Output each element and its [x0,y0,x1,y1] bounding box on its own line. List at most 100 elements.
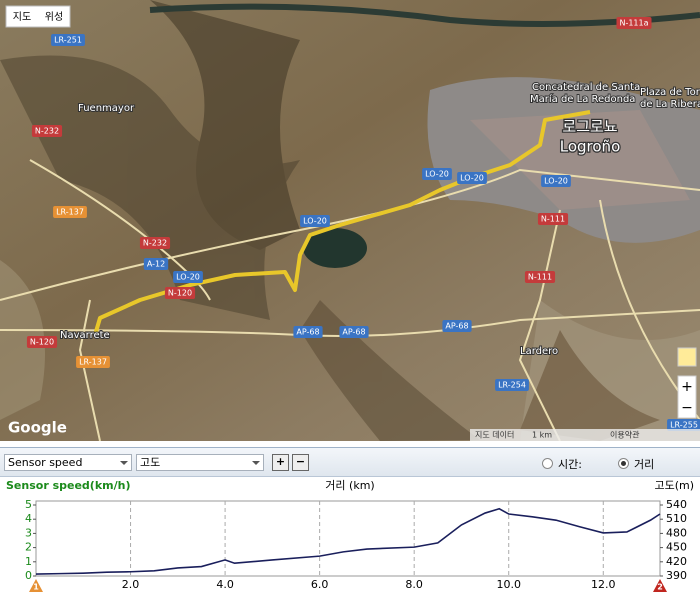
road-shield [293,326,323,338]
y2-axis-label: 고도(m) [654,479,694,492]
x-tick-label: 4.0 [216,578,234,591]
footer-bar [470,429,700,441]
route-marker [29,579,43,592]
road-shield [26,336,58,348]
road-shield [300,215,330,227]
x-axis-label: 거리 (km) [325,479,374,492]
x-tick-label: 6.0 [311,578,329,591]
road-shield [616,17,652,29]
y2-tick-label: 420 [666,555,687,568]
chart: Sensor speed(km/h) 거리 (km) 고도(m) 0123453… [6,479,694,592]
road-shield [76,356,110,368]
road-label: LR-137 [56,208,84,217]
y-axis-label: Sensor speed(km/h) [6,479,130,492]
road-shield [143,258,169,270]
radio-time[interactable]: 시간: [542,456,582,472]
road-label: AP-68 [445,322,468,331]
zoom-in[interactable]: + [681,379,693,395]
x-tick-label: 8.0 [405,578,423,591]
road-shield [667,419,700,431]
pegman[interactable] [677,347,697,367]
road-label: N-111 [541,215,565,224]
map-type-control [5,5,71,28]
y-tick-label: 0 [25,569,32,582]
attribution: Google [8,419,67,437]
road-label: N-111a [619,19,648,28]
road-label: LO-20 [303,217,327,226]
route-marker [653,579,667,592]
scale: 1 km [532,431,552,440]
lake [303,228,367,268]
y-tick-label: 1 [25,555,32,568]
road-shield [51,34,85,46]
select[interactable]: Sensor speed [4,454,132,471]
x-tick-label: 12.0 [591,578,616,591]
place-label: Navarrete [60,330,110,341]
city-label: Logroño [560,138,621,156]
road-label: LR-255 [670,421,698,430]
map-button[interactable]: 위성 [45,10,63,23]
place-label: Lardero [520,346,558,357]
road-label: AP-68 [342,328,365,337]
road-shield [422,168,452,180]
y2-tick-label: 450 [666,541,687,554]
road-shield [457,172,487,184]
place-label: María de La Redonda [530,93,635,105]
road-label: A-12 [147,260,165,269]
road-label: LO-20 [176,273,200,282]
road-shield [541,175,571,187]
map[interactable]: 지도 위성 LR-251 Fuenmayor N-232 LR-137 N-232 A-1… [0,0,700,441]
y2-tick-label: 510 [666,512,687,525]
place-label: de La Ribera [640,99,700,110]
elevation-line [35,507,661,575]
y-tick-label: 5 [25,498,32,511]
road-label: N-232 [143,239,167,248]
road-label: AP-68 [296,328,319,337]
road-shield [524,271,556,283]
road-shield [139,237,171,249]
road-shield [173,271,203,283]
radio-distance[interactable]: 거리 [618,456,654,472]
road-label: N-232 [35,127,59,136]
y-tick-label: 4 [25,512,32,525]
road-label: LO-20 [425,170,449,179]
road-shield [31,125,63,137]
road-label: LO-20 [460,174,484,183]
road-label: LR-251 [54,36,82,45]
road-shield [53,206,87,218]
river [149,3,700,27]
footer-text[interactable]: 이용약관 [610,430,640,440]
radio-label: 거리 [634,458,655,471]
x-tick-label: 2.0 [122,578,140,591]
road-label: LR-137 [79,358,107,367]
zoom-minus[interactable]: − [292,454,309,471]
y2-tick-label: 540 [666,498,687,511]
zoom-plus[interactable]: + [272,454,289,471]
footer-text[interactable]: 지도 데이터 [475,430,514,440]
select[interactable]: 고도 [136,454,264,471]
road-shield [442,320,472,332]
x-tick-label: 10.0 [496,578,521,591]
marker-label: 2 [657,583,663,592]
y2-tick-label: 390 [666,569,687,582]
toolbar: Sensor speed 고도 + − 시간: 거리 [0,447,700,477]
road-label: N-120 [30,338,54,347]
y2-tick-label: 480 [666,526,687,539]
plot-area [35,500,661,577]
road-shield [164,287,196,299]
road-label: N-120 [168,289,192,298]
place-label: Concatedral de Santa [532,82,640,93]
zoom-control[interactable] [677,375,697,419]
y-tick-label: 2 [25,541,32,554]
zoom-out[interactable]: − [681,400,693,416]
road-shield [495,379,529,391]
marker-label: 1 [33,583,39,592]
y-tick-label: 3 [25,526,32,539]
road-label: N-111 [528,273,552,282]
road-label: LO-20 [544,177,568,186]
road-shield [537,213,569,225]
map-button[interactable]: 지도 [13,11,31,23]
radio-label: 시간: [558,458,582,471]
place-label: Plaza de Toros [640,87,700,98]
